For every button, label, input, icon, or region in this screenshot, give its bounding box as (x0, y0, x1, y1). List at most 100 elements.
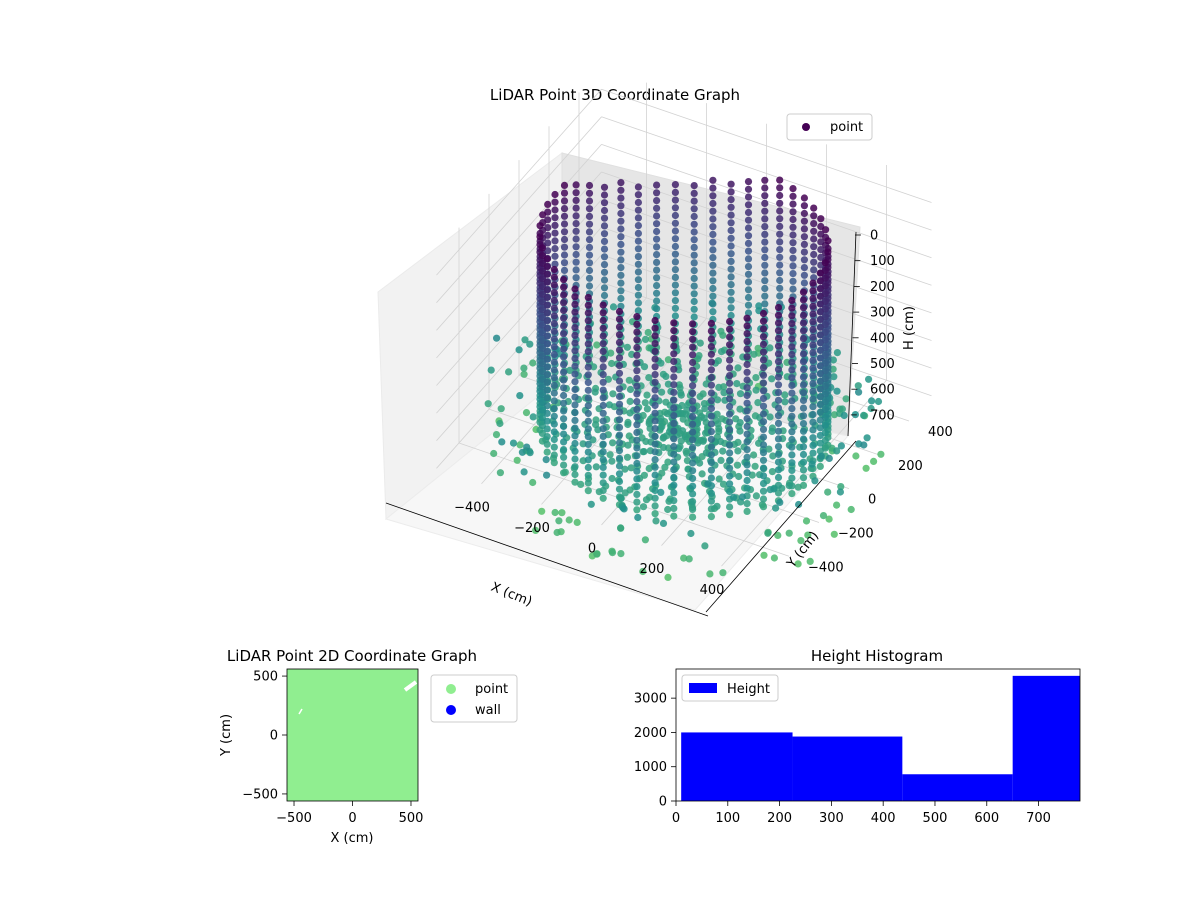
point-3d (713, 502, 721, 510)
hist-x-tick-2: 200 (767, 811, 792, 826)
point-3d (726, 356, 734, 364)
point-3d (572, 196, 580, 204)
point-3d (689, 374, 697, 382)
point-3d (743, 337, 751, 345)
point-3d (765, 445, 773, 453)
point-3d (651, 432, 659, 440)
point-3d (572, 189, 580, 197)
point-3d (707, 513, 716, 521)
point-3d (626, 385, 635, 394)
point-3d (550, 397, 558, 405)
point-3d (599, 448, 607, 456)
point-3d (714, 396, 722, 404)
point-3d (707, 497, 716, 505)
point-3d (806, 557, 814, 566)
point-3d (590, 363, 598, 371)
point-3d (809, 341, 817, 349)
point-3d (670, 327, 678, 335)
point-3d (816, 401, 824, 409)
point-3d (774, 427, 783, 435)
point-3d (809, 418, 817, 426)
point-3d (707, 428, 716, 436)
point-3d (788, 381, 796, 389)
point-3d (651, 371, 659, 379)
point-3d (634, 283, 643, 292)
point-3d (543, 301, 551, 309)
point-3d (707, 458, 716, 467)
point-3d (765, 359, 773, 367)
point-3d (707, 327, 716, 335)
point-3d (707, 319, 716, 327)
point-3d (599, 309, 607, 317)
point-3d (799, 435, 808, 443)
point-3d (690, 205, 698, 213)
point-3d (664, 380, 673, 388)
point-3d (599, 347, 607, 355)
point-3d (560, 438, 568, 446)
point-3d (560, 368, 568, 376)
point-3d (744, 278, 753, 286)
point-3d (670, 473, 678, 481)
point-3d (651, 448, 659, 456)
point-3d (653, 289, 661, 297)
point-3d (707, 343, 716, 351)
point-3d (585, 243, 594, 251)
point-3d (670, 504, 678, 512)
point-3d (670, 419, 678, 427)
point-3d (717, 456, 725, 464)
point-3d (816, 300, 824, 308)
histogram-bar-2 (902, 774, 1013, 801)
x-axis-label-3d: X (cm) (489, 580, 534, 610)
point-3d (868, 397, 876, 405)
point-3d (727, 203, 735, 211)
point-3d (788, 366, 796, 374)
point-3d (689, 490, 697, 498)
point-3d (690, 290, 698, 298)
point-3d (709, 176, 717, 184)
point-3d (698, 470, 706, 478)
point-3d (689, 389, 697, 397)
point-3d (687, 529, 695, 538)
point-3d (529, 478, 537, 487)
point-3d (633, 413, 641, 421)
point-3d (690, 282, 698, 290)
point-3d (726, 341, 734, 349)
x-ticks-3d: −400 −200 0 200 400 (454, 500, 724, 597)
point-3d (617, 248, 625, 256)
point-3d (670, 365, 678, 373)
point-3d (671, 250, 680, 258)
point-3d (800, 248, 809, 256)
point-3d (536, 222, 544, 230)
point-3d (689, 467, 697, 475)
point-3d (709, 238, 717, 246)
point-3d (816, 416, 824, 424)
point-3d (759, 456, 768, 464)
point-3d (620, 505, 628, 513)
point-3d (836, 488, 845, 496)
point-3d (830, 373, 838, 381)
point-3d (743, 407, 751, 415)
point-3d (750, 451, 758, 459)
scatter-2d-gap-1 (403, 680, 418, 692)
point-3d (560, 314, 568, 322)
point-3d (550, 343, 558, 351)
point-3d (788, 350, 796, 359)
point-3d (615, 392, 624, 401)
point-3d (727, 242, 735, 250)
point-3d (543, 340, 551, 348)
point-3d (653, 189, 661, 197)
point-3d (776, 215, 784, 223)
point-3d (560, 251, 569, 259)
point-3d (550, 358, 558, 366)
point-3d (734, 447, 742, 455)
point-3d (743, 415, 751, 423)
point-3d (761, 207, 769, 215)
point-3d (799, 327, 808, 335)
point-3d (599, 463, 607, 471)
point-3d (671, 304, 680, 312)
point-3d (663, 410, 672, 418)
point-3d (492, 431, 501, 439)
point-3d (599, 355, 607, 363)
point-3d (719, 447, 727, 455)
point-3d (653, 212, 661, 220)
